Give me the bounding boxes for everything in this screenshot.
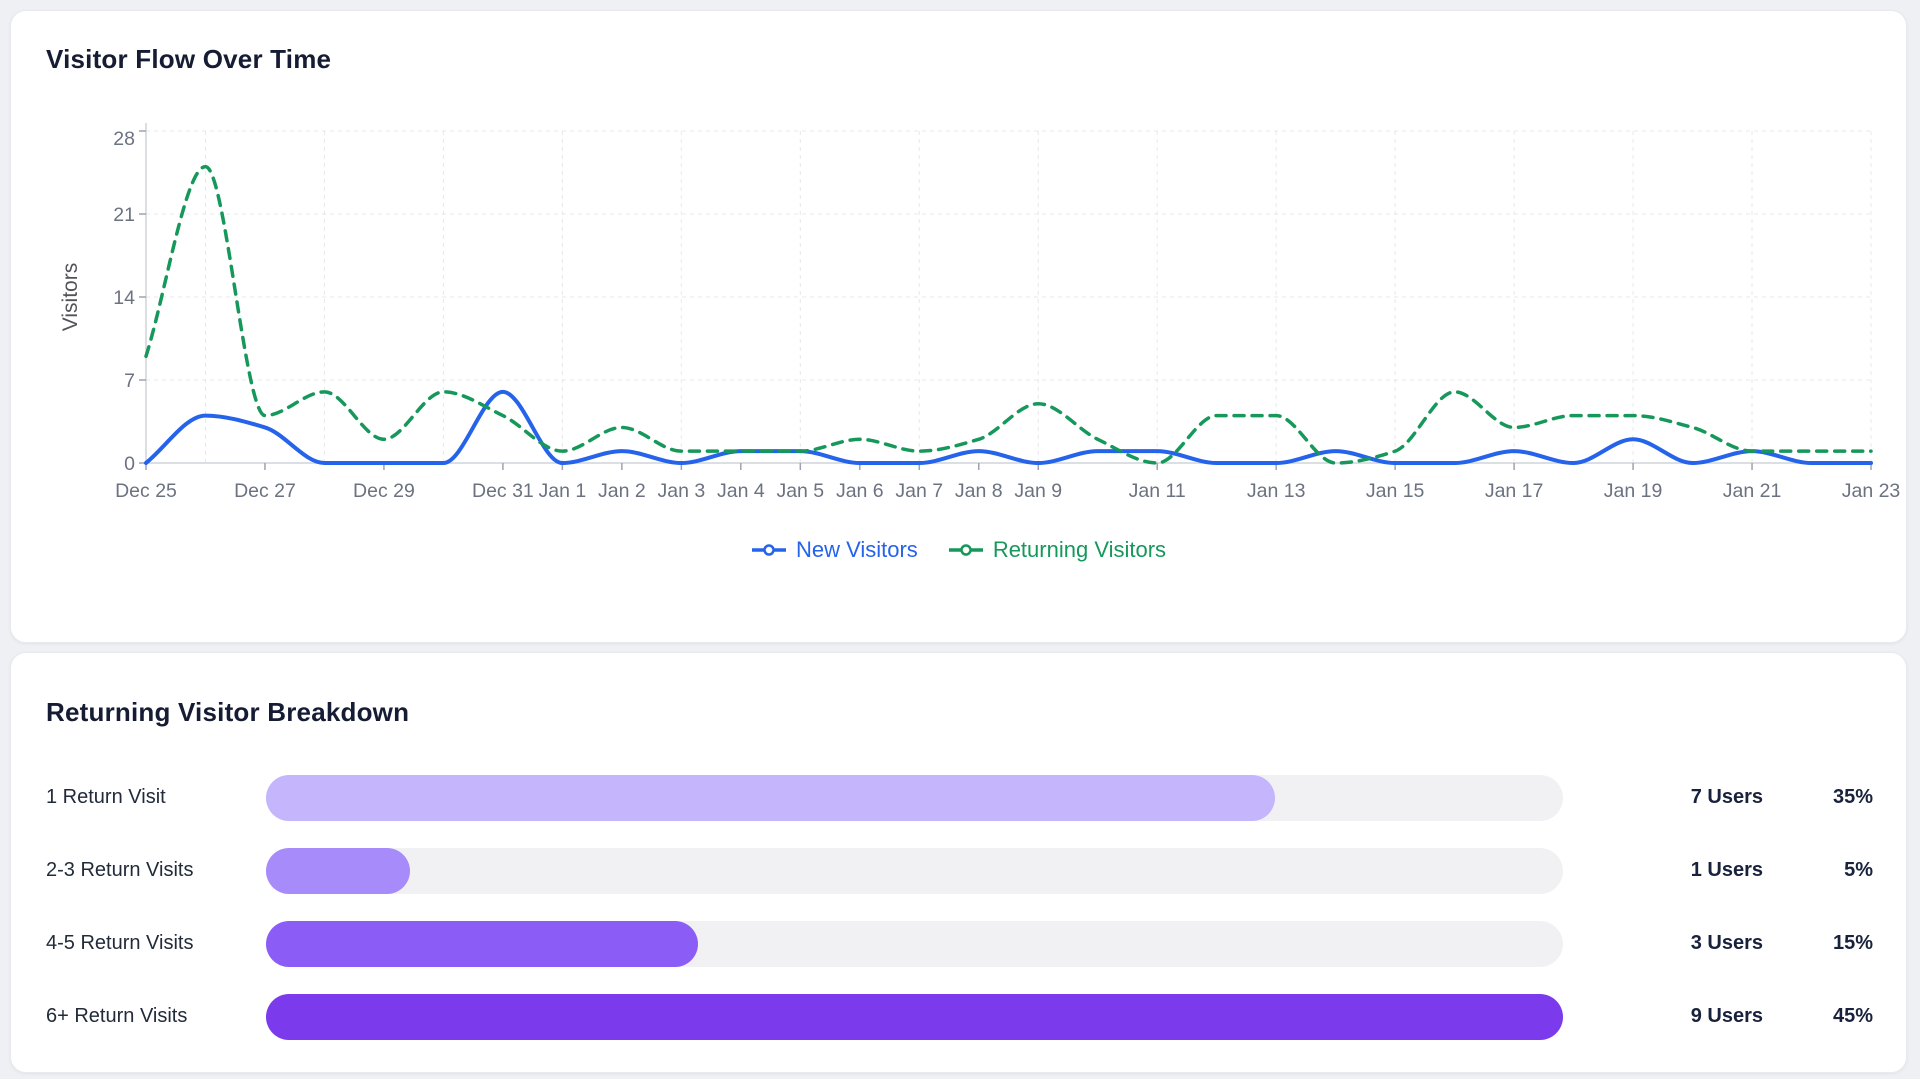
users-value: 7 Users [1690, 786, 1763, 808]
svg-text:28: 28 [113, 128, 135, 150]
returning-visitor-breakdown-card: Returning Visitor Breakdown 1 Return Vis… [10, 652, 1907, 1073]
percent-value: 45% [1832, 1005, 1873, 1027]
row-label: 1 Return Visit [46, 786, 166, 808]
svg-text:Jan 3: Jan 3 [657, 480, 705, 502]
svg-text:Jan 9: Jan 9 [1014, 480, 1062, 502]
svg-text:Jan 1: Jan 1 [539, 480, 587, 502]
y-tick-labels: 0 7 14 21 28 [113, 128, 135, 475]
bar-track [266, 774, 1563, 821]
bar-track [266, 847, 1563, 894]
breakdown-rows: 1 Return Visit 7 Users 35% 2-3 Return Vi… [46, 761, 1873, 1053]
visitor-flow-card: Visitor Flow Over Time 0 7 14 21 28 Dec 25 Dec… [10, 10, 1907, 643]
percent-value: 35% [1832, 786, 1873, 808]
legend-item-returning-visitors[interactable]: Returning Visitors [948, 537, 1166, 563]
percent-value: 5% [1844, 859, 1873, 881]
svg-text:0: 0 [124, 453, 135, 475]
breakdown-row: 1 Return Visit 7 Users 35% [46, 761, 1873, 834]
flow-card-title: Visitor Flow Over Time [46, 44, 332, 74]
svg-text:Jan 5: Jan 5 [776, 480, 824, 502]
returning-visitors-line [144, 164, 1873, 465]
bar-fill [266, 920, 699, 967]
grid-lines [146, 130, 1872, 463]
users-value: 1 Users [1690, 859, 1763, 881]
svg-text:Jan 7: Jan 7 [895, 480, 943, 502]
legend-item-new-visitors[interactable]: New Visitors [751, 537, 918, 563]
svg-text:Jan 19: Jan 19 [1604, 480, 1663, 502]
row-label: 2-3 Return Visits [46, 859, 194, 881]
bar-track [266, 993, 1563, 1040]
bar-fill [266, 993, 1563, 1040]
tick-marks [139, 130, 1872, 470]
row-label: 6+ Return Visits [46, 1005, 188, 1027]
users-value: 3 Users [1690, 932, 1763, 954]
legend-label: Returning Visitors [992, 537, 1167, 562]
x-tick-labels: Dec 25 Dec 27 Dec 29 Dec 31 Jan 1 Jan 2 Jan 3 J… [115, 480, 1900, 502]
svg-text:Dec 29: Dec 29 [353, 480, 415, 502]
svg-text:Jan 17: Jan 17 [1485, 480, 1544, 502]
breakdown-card-title: Returning Visitor Breakdown [46, 697, 410, 727]
svg-text:Jan 11: Jan 11 [1129, 480, 1186, 502]
bar-fill [266, 774, 1275, 821]
svg-text:21: 21 [113, 204, 135, 226]
svg-text:Jan 15: Jan 15 [1366, 480, 1425, 502]
svg-text:7: 7 [124, 370, 135, 392]
legend-label: New Visitors [795, 537, 918, 562]
svg-text:Jan 4: Jan 4 [717, 480, 765, 502]
svg-text:14: 14 [113, 287, 135, 309]
breakdown-row: 4-5 Return Visits 3 Users 15% [46, 907, 1873, 980]
axes [145, 123, 1871, 464]
svg-text:Jan 2: Jan 2 [598, 480, 646, 502]
breakdown-row: 6+ Return Visits 9 Users 45% [46, 980, 1873, 1053]
svg-text:Jan 8: Jan 8 [955, 480, 1003, 502]
svg-text:Jan 23: Jan 23 [1842, 480, 1901, 502]
breakdown-row: 2-3 Return Visits 1 Users 5% [46, 834, 1873, 907]
new-visitors-line [144, 389, 1873, 465]
svg-text:Jan 21: Jan 21 [1723, 480, 1782, 502]
users-value: 9 Users [1690, 1005, 1763, 1027]
line-marker-icon [948, 544, 983, 556]
visitor-flow-chart: 0 7 14 21 28 Dec 25 Dec 27 Dec 29 Dec 31 Jan 1 Jan… [59, 123, 1900, 502]
row-label: 4-5 Return Visits [46, 932, 194, 954]
bar-fill [266, 847, 411, 894]
y-axis-title: Visitors [59, 263, 82, 331]
svg-text:Dec 31: Dec 31 [472, 480, 534, 502]
svg-text:Jan 13: Jan 13 [1247, 480, 1306, 502]
percent-value: 15% [1832, 932, 1873, 954]
bar-track [266, 920, 1563, 967]
svg-text:Jan 6: Jan 6 [836, 480, 884, 502]
line-marker-icon [751, 544, 786, 556]
svg-text:Dec 25: Dec 25 [115, 480, 177, 502]
chart-legend: New Visitors Returning Visitors [11, 537, 1906, 563]
svg-text:Dec 27: Dec 27 [234, 480, 296, 502]
